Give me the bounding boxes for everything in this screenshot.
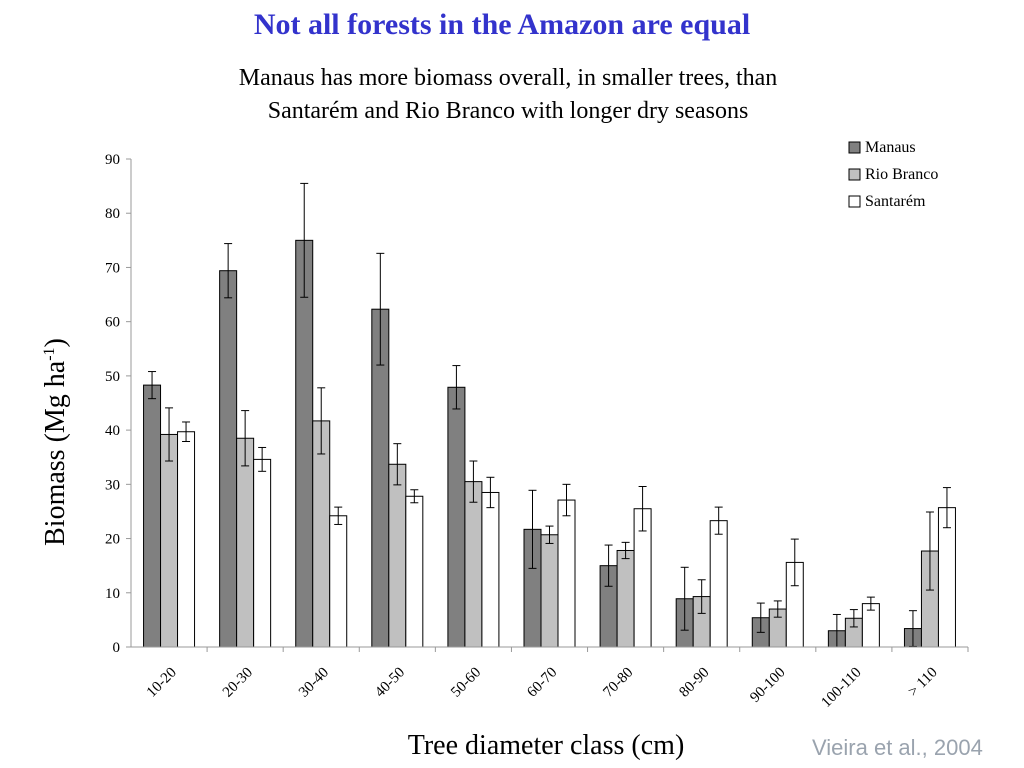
chart-title: Not all forests in the Amazon are equal <box>253 8 751 41</box>
legend-label: Manaus <box>865 139 916 156</box>
bar <box>405 495 424 648</box>
bar <box>295 239 314 648</box>
y-tick-label: 60 <box>105 315 120 331</box>
y-axis-ticks: 0 10 20 30 40 50 60 70 80 90 <box>105 152 131 656</box>
x-tick-label: 70-80 <box>600 665 636 701</box>
bar <box>616 549 635 648</box>
bars <box>143 182 956 648</box>
bar <box>540 534 559 648</box>
y-tick-label: 20 <box>105 532 120 548</box>
x-tick-label: 100-110 <box>818 665 864 711</box>
x-tick-label: 30-40 <box>296 665 332 701</box>
bar <box>253 458 272 648</box>
y-tick-label: 40 <box>105 423 120 439</box>
bar <box>388 463 407 648</box>
bar <box>329 515 348 648</box>
legend-swatch <box>848 168 861 181</box>
bar <box>447 386 466 648</box>
bar <box>177 431 196 648</box>
bar <box>557 499 576 648</box>
x-tick-label: 60-70 <box>524 665 560 701</box>
bar <box>219 270 238 648</box>
y-axis-title: Biomass (Mg ha-1) <box>40 338 71 546</box>
y-tick-label: 80 <box>105 206 120 222</box>
legend: Manaus Rio Branco Santarém <box>848 139 938 210</box>
x-tick-label: 10-20 <box>144 665 180 701</box>
bar <box>160 433 179 648</box>
y-tick-label: 30 <box>105 477 120 493</box>
y-axis-title-sup: -1 <box>41 347 58 360</box>
x-axis-title: Tree diameter class (cm) <box>408 730 685 761</box>
y-tick-label: 10 <box>105 586 120 602</box>
legend-label: Rio Branco <box>865 166 938 183</box>
bar <box>464 481 483 648</box>
bar <box>481 491 500 648</box>
y-axis-title-end: ) <box>40 338 71 347</box>
x-tick-label: 90-100 <box>747 665 788 706</box>
bar <box>143 384 162 648</box>
legend-label: Santarém <box>865 193 926 210</box>
x-tick-label: > 110 <box>905 665 940 700</box>
source-citation: Vieira et al., 2004 <box>812 735 983 760</box>
bar <box>312 420 331 648</box>
y-tick-label: 50 <box>105 369 120 385</box>
subtitle-line-1: Manaus has more biomass overall, in smal… <box>238 65 778 91</box>
x-tick-label: 50-60 <box>448 665 484 701</box>
legend-swatch <box>848 141 861 154</box>
x-tick-labels: 10-20 20-30 30-40 40-50 50-60 60-70 70-80 80-90… <box>144 647 969 711</box>
x-tick-label: 80-90 <box>676 665 712 701</box>
bar <box>236 437 255 648</box>
chart-subtitle: Manaus has more biomass overall, in smal… <box>0 62 1016 128</box>
y-tick-label: 0 <box>113 640 121 656</box>
y-tick-label: 70 <box>105 260 120 276</box>
legend-swatch <box>848 195 861 208</box>
x-tick-label: 20-30 <box>220 665 256 701</box>
bar <box>709 520 728 648</box>
y-tick-label: 90 <box>105 152 120 168</box>
bar <box>937 507 956 648</box>
subtitle-line-2: Santarém and Rio Branco with longer dry … <box>267 98 749 124</box>
y-axis-title-main: Biomass (Mg ha <box>40 360 71 546</box>
x-tick-label: 40-50 <box>372 665 408 701</box>
